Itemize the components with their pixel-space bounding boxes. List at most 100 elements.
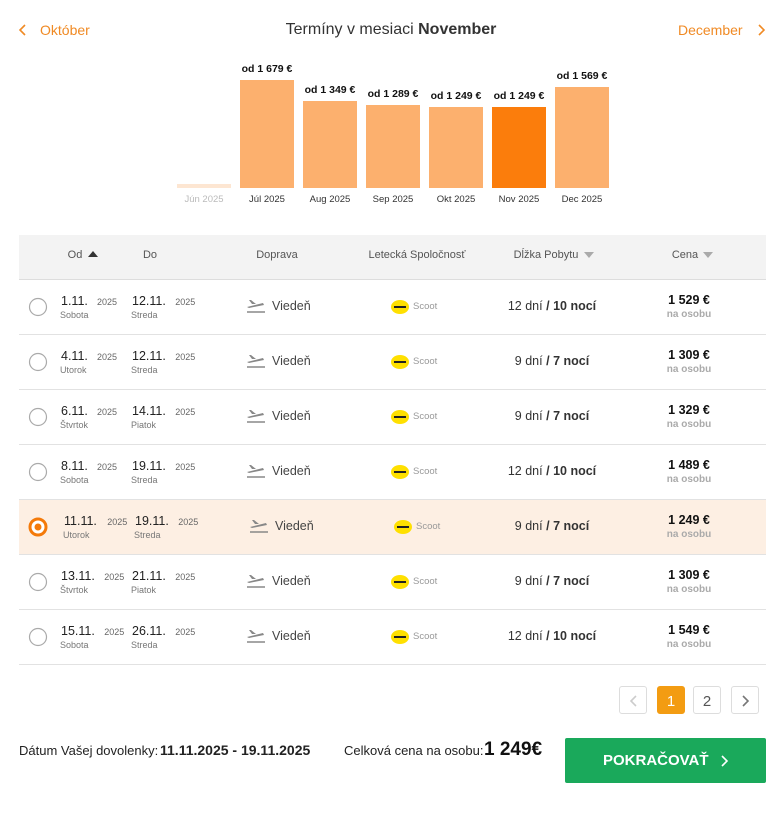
stay: 9 dní / 7 nocí	[515, 409, 589, 423]
bar[interactable]	[492, 107, 546, 188]
table-row[interactable]: 13.11. 2025 Štvrtok 21.11. 2025 Piatok Viedeň S…	[19, 555, 766, 610]
date: 15.11.	[61, 624, 95, 638]
sort-asc	[88, 251, 98, 257]
year: 2025	[97, 297, 118, 307]
column-header[interactable]: Dĺžka Pobytu	[513, 249, 579, 261]
year: 2025	[97, 352, 118, 362]
date: 6.11.	[61, 404, 88, 418]
airline: Scoot	[413, 301, 438, 312]
days: 9 dní	[514, 574, 543, 588]
prev-icon	[630, 695, 637, 707]
stay: 12 dní / 10 nocí	[508, 299, 596, 313]
date: 26.11.	[132, 624, 166, 638]
price-note: na osobu	[666, 364, 712, 375]
radio	[28, 572, 48, 592]
transport: Viedeň	[272, 299, 311, 313]
price: 1 249 €	[668, 513, 710, 527]
table-row[interactable]: 1.11. 2025 Sobota 12.11. 2025 Streda Viedeň Sco…	[19, 280, 766, 335]
plane-icon	[247, 300, 265, 313]
radio	[28, 407, 48, 427]
stay: 9 dní / 7 nocí	[515, 354, 589, 368]
column-header[interactable]: Cena	[671, 249, 699, 261]
weekday: Streda	[131, 310, 158, 320]
bar[interactable]	[303, 100, 357, 188]
year: 2025	[175, 352, 196, 362]
bar[interactable]	[429, 107, 483, 188]
weekday: Sobota	[60, 310, 89, 320]
price-note: na osobu	[666, 529, 712, 540]
title-month: November	[418, 21, 497, 38]
page-button[interactable]: 2	[693, 686, 721, 714]
days: 12 dní	[507, 464, 543, 478]
price-note: na osobu	[666, 419, 712, 430]
date-label: Dátum Vašej dovolenky:	[19, 743, 159, 758]
days: 12 dní	[507, 629, 543, 643]
category-label: Júl 2025	[249, 194, 285, 205]
next-page[interactable]	[731, 686, 759, 714]
year: 2025	[175, 627, 196, 637]
value-label: od 1 289 €	[367, 87, 419, 100]
separator: /	[546, 519, 550, 533]
date: 14.11.	[132, 404, 166, 418]
price-label: Celková cena na osobu:	[344, 743, 484, 758]
next-month[interactable]: December	[678, 22, 743, 38]
category-label: Jún 2025	[184, 194, 224, 205]
title-text: Termíny v mesiaci	[285, 21, 414, 38]
days: 9 dní	[514, 519, 543, 533]
date: 12.11.	[132, 349, 166, 363]
separator: /	[546, 354, 550, 368]
table-row[interactable]: 6.11. 2025 Štvrtok 14.11. 2025 Piatok Viedeň Sc…	[19, 390, 766, 445]
price: 1 549 €	[668, 623, 710, 637]
column-header[interactable]: Od	[67, 249, 83, 261]
table-row[interactable]: 4.11. 2025 Utorok 12.11. 2025 Streda Viedeň Sco…	[19, 335, 766, 390]
value-label: od 1 249 €	[493, 90, 545, 103]
radio	[28, 627, 48, 647]
nights: 7 nocí	[553, 574, 590, 588]
bar[interactable]	[555, 86, 609, 188]
sort-icon	[584, 252, 594, 258]
total-price: 1 249€	[484, 739, 543, 760]
nights: 7 nocí	[553, 354, 590, 368]
price-note: na osobu	[666, 639, 712, 650]
bar[interactable]	[240, 79, 294, 188]
continue-button[interactable]: POKRAČOVAŤ	[565, 738, 766, 783]
plane-icon	[247, 465, 265, 478]
table-row[interactable]: 11.11. 2025 Utorok 19.11. 2025 Streda Viedeň Sc…	[19, 500, 766, 555]
plane-icon	[250, 520, 268, 533]
price-note: na osobu	[666, 584, 712, 595]
transport: Viedeň	[272, 354, 311, 368]
table-row[interactable]: 8.11. 2025 Sobota 19.11. 2025 Streda Viedeň Sco…	[19, 445, 766, 500]
page-button[interactable]: 1	[657, 686, 685, 714]
page-number: 2	[702, 693, 712, 710]
airline-logo	[391, 630, 409, 644]
days: 12 dní	[507, 299, 543, 313]
weekday: Streda	[134, 530, 161, 540]
airline: Scoot	[416, 521, 441, 532]
airline: Scoot	[413, 576, 438, 587]
category-label: Sep 2025	[372, 194, 414, 205]
sort-icon	[703, 252, 713, 258]
weekday: Utorok	[63, 530, 90, 540]
radio	[28, 517, 48, 537]
date: 21.11.	[132, 569, 166, 583]
bar[interactable]	[366, 104, 420, 188]
page-number: 1	[666, 693, 676, 710]
stay: 12 dní / 10 nocí	[508, 464, 596, 478]
airline-logo	[391, 465, 409, 479]
price: 1 489 €	[668, 458, 710, 472]
separator: /	[546, 464, 550, 478]
radio	[28, 462, 48, 482]
stay: 12 dní / 10 nocí	[508, 629, 596, 643]
next-arrow	[758, 24, 766, 36]
airline-logo	[391, 575, 409, 589]
prev-month[interactable]: Október	[40, 22, 90, 38]
airline: Scoot	[413, 631, 438, 642]
column-header: Letecká Spoločnosť	[368, 249, 466, 261]
year: 2025	[175, 572, 196, 582]
prev-page	[619, 686, 647, 714]
table-row[interactable]: 15.11. 2025 Sobota 26.11. 2025 Streda Viedeň Sc…	[19, 610, 766, 665]
price: 1 329 €	[668, 403, 710, 417]
price: 1 529 €	[668, 293, 710, 307]
year: 2025	[107, 517, 128, 527]
